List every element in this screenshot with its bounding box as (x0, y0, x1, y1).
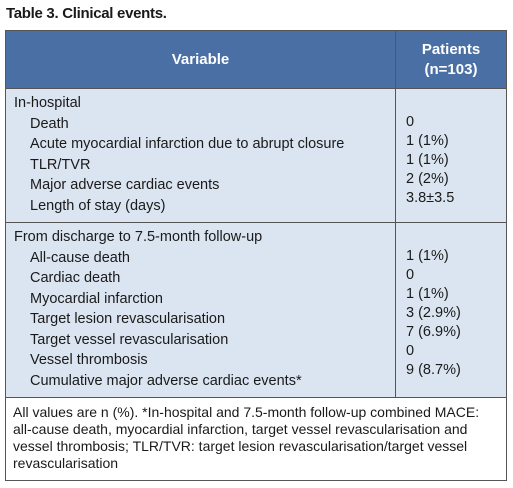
table-body: In-hospital Death Acute myocardial infarct… (6, 89, 506, 398)
section-label: In-hospital (14, 95, 81, 111)
row-label: Cardiac death (30, 270, 121, 286)
label-column: In-hospital Death Acute myocardial infarct… (6, 89, 396, 222)
row-label: Major adverse cardiac events (30, 177, 220, 193)
row-value: 9 (8.7%) (406, 362, 461, 378)
table-title: Table 3. Clinical events. (6, 5, 167, 22)
footnote: All values are n (%). *In-hospital and 7… (6, 398, 506, 480)
header-cell: Patients (n=103) (421, 40, 481, 78)
row-value: 1 (1%) (406, 286, 449, 302)
row-label: Target vessel revascularisation (30, 331, 229, 348)
row-value: 0 (406, 343, 415, 359)
row-value: 0 (406, 267, 415, 283)
label-column: From discharge to 7.5-month follow-up All… (6, 223, 396, 397)
section-label: From discharge to 7.5-month follow-up (14, 229, 263, 245)
row-label: Death (30, 115, 69, 132)
table-section: From discharge to 7.5-month follow-up All… (6, 223, 506, 398)
row-label: Acute myocardial infarction due to abrup… (30, 136, 345, 152)
row-label: Length of stay (days) (30, 197, 166, 214)
row-label: Cumulative major adverse cardiac events* (30, 372, 302, 389)
row-value: 1 (1%) (406, 133, 449, 149)
value-column: 1 (1%) 0 1 (1%) 3 (2.9%) 7 (6.9%) 0 9 (8.7%) (396, 223, 506, 397)
header-cell: Variable (6, 31, 396, 88)
row-value: 2 (2%) (406, 171, 449, 187)
row-label: All-cause death (30, 249, 130, 266)
table-header: Variable Patients (n=103) (6, 31, 506, 89)
value-column: 0 1 (1%) 1 (1%) 2 (2%) 3.8±3.5 (396, 89, 506, 222)
row-value: 1 (1%) (406, 152, 449, 168)
row-label: Myocardial infarction (30, 290, 163, 307)
row-value: 3.8±3.5 (406, 190, 455, 206)
row-value: 0 (406, 114, 415, 130)
row-label: TLR/TVR (30, 156, 91, 173)
table: Variable Patients (n=103) In-hospital Dea… (5, 30, 507, 481)
row-value: 7 (6.9%) (406, 324, 461, 340)
row-label: Vessel thrombosis (30, 352, 148, 368)
table-section: In-hospital Death Acute myocardial infarct… (6, 89, 506, 223)
row-value: 3 (2.9%) (406, 305, 461, 321)
row-label: Target lesion revascularisation (30, 311, 226, 327)
row-value: 1 (1%) (406, 248, 449, 264)
